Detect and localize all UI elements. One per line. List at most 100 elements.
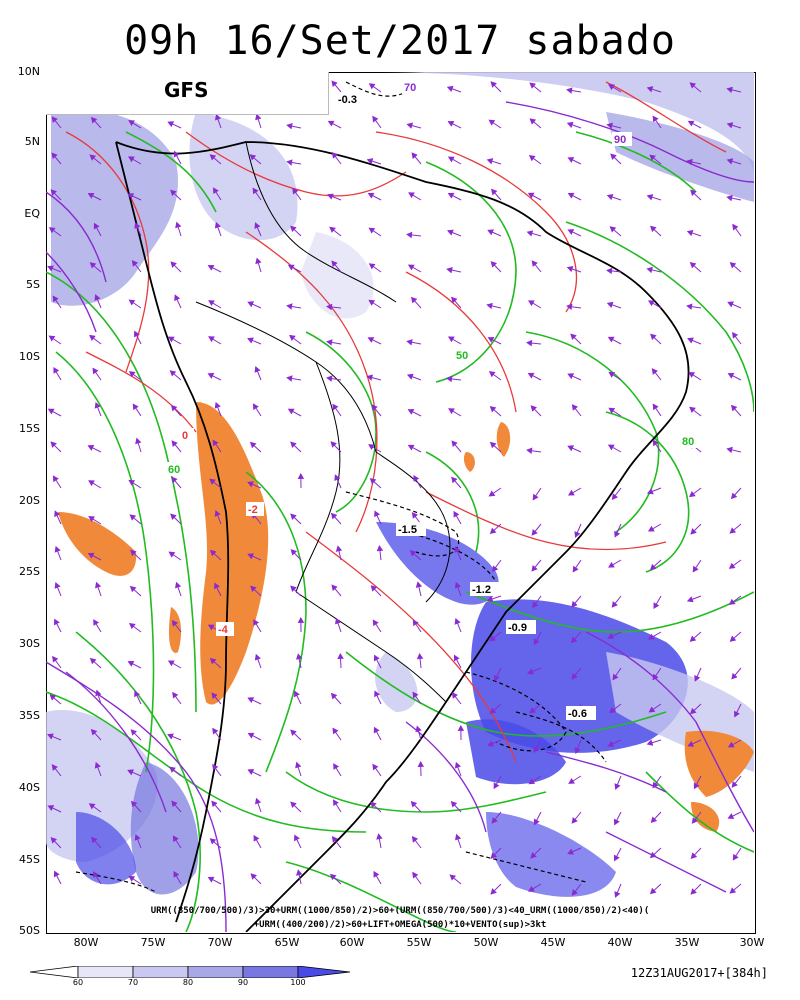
- lon-label-35w: 35W: [674, 936, 700, 949]
- lon-label-60w: 60W: [339, 936, 365, 949]
- colorbar-tip-right: [297, 966, 351, 978]
- wind-arrow-head: [171, 800, 178, 808]
- wind-arrow-head: [729, 635, 737, 642]
- caption-line-2: +URM((400/200)/2)>60+LIFT+OMEGA(500)*10+…: [253, 920, 547, 930]
- wind-arrow-head: [290, 441, 297, 449]
- wind-arrow-head: [130, 729, 138, 736]
- wind-arrow-head: [446, 85, 454, 92]
- wind-arrow-head: [129, 585, 137, 593]
- wind-arrow-head: [526, 339, 533, 347]
- lon-label-30w: 30W: [739, 936, 765, 949]
- wind-arrow-head: [532, 493, 539, 501]
- wind-arrow-head: [214, 401, 221, 409]
- wind-arrow-head: [51, 764, 58, 771]
- wind-arrow-head: [566, 265, 574, 273]
- wind-arrow-head: [47, 805, 55, 812]
- wind-arrow-head: [89, 334, 96, 341]
- wind-arrow-head: [249, 441, 257, 449]
- wind-arrow-head: [250, 873, 257, 880]
- wind-arrow-head: [689, 490, 696, 498]
- orange-regions: [58, 402, 754, 832]
- wind-arrow-head: [646, 266, 653, 274]
- wind-arrow-head: [167, 336, 175, 343]
- wind-arrow-head: [686, 158, 693, 166]
- label-omega-3: -0.9: [508, 622, 527, 634]
- wind-arrow-head: [253, 834, 260, 842]
- wind-arrow-head: [610, 153, 617, 160]
- colorbar-tip-left: [30, 966, 79, 978]
- wind-arrow-head: [614, 891, 621, 898]
- wind-arrow-head: [366, 374, 374, 381]
- wind-arrow-head: [128, 875, 136, 882]
- wind-arrow-head: [252, 187, 259, 195]
- wind-arrow-head: [728, 598, 736, 605]
- wind-arrow-head: [571, 817, 578, 824]
- lon-label-50w: 50W: [473, 936, 499, 949]
- wind-arrow-head: [212, 439, 219, 447]
- wind-arrow-head: [174, 581, 182, 589]
- wind-arrow-head: [370, 585, 378, 592]
- wind-arrow-head: [88, 516, 95, 522]
- wind-arrow-head: [606, 193, 614, 201]
- wind-arrow-head: [649, 154, 656, 161]
- wind-arrow-head: [729, 262, 737, 269]
- wind-arrow-head: [417, 760, 425, 767]
- wind-arrow-head: [167, 660, 175, 667]
- wind-arrow-head: [488, 371, 496, 378]
- wind-arrow-head: [90, 728, 98, 736]
- wind-arrow-head: [211, 692, 218, 700]
- label-green-3: 50: [456, 350, 468, 362]
- wind-arrow-head: [566, 121, 574, 128]
- wind-arrow-head: [689, 406, 696, 413]
- wind-arrow-head: [250, 585, 257, 593]
- wind-arrow-head: [609, 226, 617, 233]
- model-label: GFS: [164, 78, 209, 102]
- lat-label-40s: 40S: [19, 781, 40, 794]
- lon-label-65w: 65W: [274, 936, 300, 949]
- wind-arrow-head: [566, 87, 573, 94]
- wind-arrow-head: [491, 817, 498, 824]
- wind-arrow-head: [529, 118, 537, 125]
- wind-arrow-head: [457, 724, 465, 731]
- wind-arrow-head: [726, 86, 733, 94]
- lon-label-80w: 80W: [73, 936, 99, 949]
- wind-arrow-head: [172, 691, 179, 699]
- wind-arrow-head: [533, 746, 540, 753]
- wind-arrow-head: [247, 769, 255, 775]
- wind-arrow-head: [214, 221, 221, 229]
- map-caption: URM((850/700/500)/3)>30+URM((1000/850)/2…: [46, 904, 754, 932]
- wind-arrow-head: [408, 192, 415, 199]
- wind-arrow-head: [209, 549, 217, 557]
- wind-arrow-head: [453, 510, 460, 518]
- wind-arrow-head: [567, 192, 575, 199]
- wind-arrow-head: [528, 885, 535, 892]
- wind-arrow-head: [212, 763, 219, 771]
- wind-arrow-head: [486, 595, 494, 602]
- wind-arrow-head: [368, 299, 376, 306]
- wind-arrow-head: [330, 512, 338, 520]
- colorbar-segment-2: [132, 966, 189, 978]
- lat-label-10n: 10N: [17, 65, 40, 78]
- wind-arrow-head: [488, 490, 496, 497]
- wind-arrow-head: [531, 564, 538, 572]
- wind-arrow-head: [170, 189, 177, 197]
- wind-arrow-head: [171, 476, 178, 484]
- wind-arrow-head: [607, 633, 615, 639]
- wind-arrow-head: [527, 668, 534, 675]
- wind-arrow-head: [208, 336, 215, 343]
- wind-arrow-head: [255, 113, 262, 121]
- wind-arrow-head: [531, 529, 538, 536]
- wind-arrow-head: [334, 474, 341, 481]
- wind-arrow-head: [209, 838, 217, 845]
- wind-arrow-head: [454, 546, 461, 553]
- wind-arrow-head: [247, 697, 255, 704]
- wind-arrow-head: [47, 408, 55, 415]
- wind-arrow-head: [653, 602, 660, 610]
- wind-arrow-head: [571, 889, 578, 896]
- wind-arrow-head: [732, 853, 739, 861]
- wind-arrow-head: [255, 257, 262, 265]
- wind-arrow-head: [487, 740, 494, 747]
- lat-label-30s: 30S: [19, 637, 40, 650]
- wind-arrow-head: [129, 514, 137, 521]
- wind-arrow-head: [54, 582, 61, 589]
